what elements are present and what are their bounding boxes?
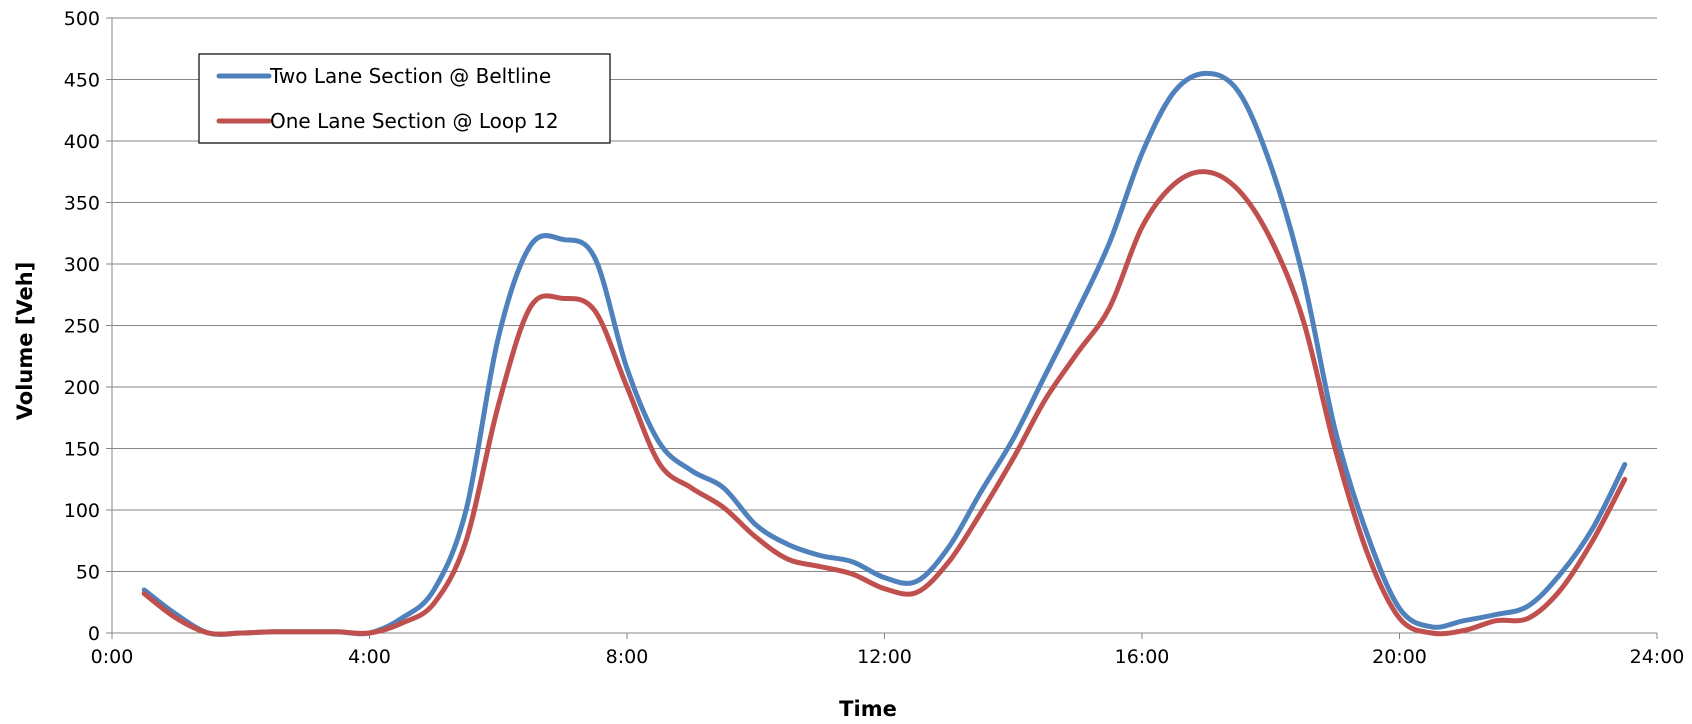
x-axis-title: Time <box>839 697 897 721</box>
gridlines <box>112 17 1657 572</box>
x-tick-label: 4:00 <box>348 646 391 668</box>
x-tick-label: 20:00 <box>1372 646 1427 668</box>
x-tick-label: 0:00 <box>91 646 134 668</box>
series-line-one-lane <box>141 169 1628 637</box>
y-tick-label: 500 <box>64 8 100 30</box>
legend: Two Lane Section @ Beltline One Lane Sec… <box>198 53 611 144</box>
y-tick-label: 350 <box>64 193 100 215</box>
series-line-two-lane <box>141 70 1628 637</box>
legend-label-two-lane: Two Lane Section @ Beltline <box>269 64 551 88</box>
x-tick-label: 16:00 <box>1115 646 1170 668</box>
y-tick-label: 50 <box>76 562 100 584</box>
legend-box <box>198 53 611 144</box>
y-tick-label: 250 <box>64 316 100 338</box>
y-tick-label: 300 <box>64 254 100 276</box>
y-tick-label: 100 <box>64 500 100 522</box>
y-tick-label: 0 <box>88 623 100 645</box>
y-tick-label: 150 <box>64 439 100 461</box>
x-tick-label: 24:00 <box>1630 646 1685 668</box>
y-tick-label: 200 <box>64 377 100 399</box>
series-lines <box>141 70 1628 637</box>
y-tick-label: 450 <box>64 70 100 92</box>
x-tick-label: 12:00 <box>857 646 912 668</box>
y-tick-labels: 0 50 100 150 200 250 300 350 400 450 500 <box>64 8 100 645</box>
x-tick-labels: 0:00 4:00 8:00 12:00 16:00 20:00 24:00 <box>91 646 1685 668</box>
legend-label-one-lane: One Lane Section @ Loop 12 <box>270 109 559 133</box>
y-axis-title: Volume [Veh] <box>13 262 37 421</box>
x-tick-label: 8:00 <box>606 646 649 668</box>
y-tick-label: 400 <box>64 131 100 153</box>
